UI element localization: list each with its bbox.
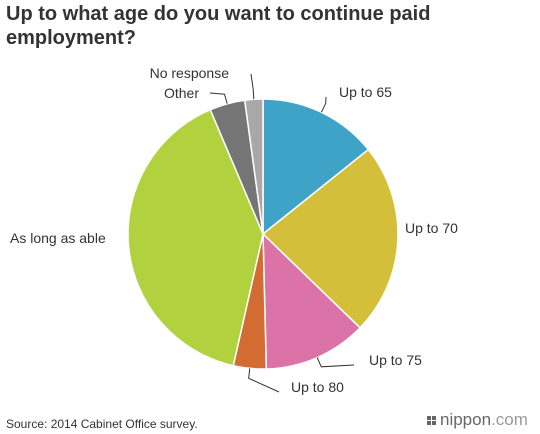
- leader-line-other: [209, 92, 228, 104]
- leader-line-up-to-65: [320, 96, 327, 113]
- slice-label-up-to-80: Up to 80: [291, 379, 344, 395]
- pie-slice-up-to-65: [262, 98, 370, 236]
- slice-labels: Up to 65 Up to 70 Up to 75 Up to 80 As long …: [10, 65, 458, 395]
- brand-name: nippon: [440, 410, 492, 429]
- brand-dots-icon: [427, 415, 436, 425]
- leader-line-up-to-80: [248, 368, 280, 393]
- leader-line-no-response: [250, 73, 255, 100]
- pie-slice-up-to-70: [261, 148, 399, 329]
- pie-slice-as-long-as-able: [127, 108, 264, 367]
- pie-slice-no-response: [243, 98, 264, 235]
- slice-label-as-long-as-able: As long as able: [10, 230, 106, 246]
- leader-line-up-to-75: [316, 357, 355, 368]
- slice-label-up-to-65: Up to 65: [339, 84, 392, 100]
- chart-title: Up to what age do you want to continue p…: [6, 3, 431, 49]
- slice-label-up-to-75: Up to 75: [369, 352, 422, 368]
- pie-slice-up-to-75: [262, 232, 362, 370]
- slice-label-other: Other: [164, 85, 199, 101]
- brand-logo: nippon .com: [427, 410, 528, 430]
- brand-suffix: .com: [491, 410, 528, 429]
- slice-label-up-to-70: Up to 70: [405, 220, 458, 236]
- slice-label-no-response: No response: [150, 65, 230, 81]
- source-note: Source: 2014 Cabinet Office survey.: [6, 417, 198, 431]
- pie-slices: [127, 98, 399, 370]
- leader-lines: [209, 73, 355, 393]
